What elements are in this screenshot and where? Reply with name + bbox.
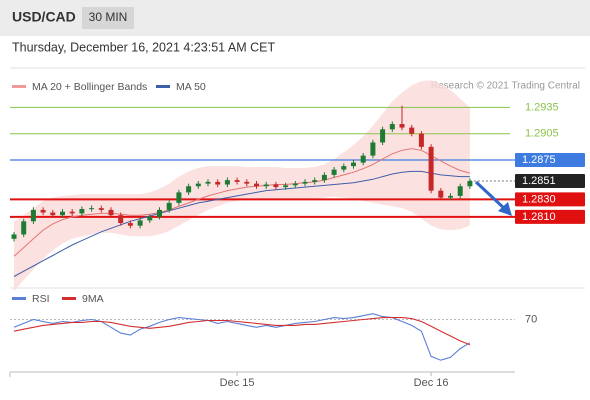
- level-label: 1.2810: [522, 211, 556, 223]
- candle-body: [389, 124, 395, 130]
- timestamp: Thursday, December 16, 2021 4:23:51 AM C…: [12, 40, 275, 54]
- candle-body: [263, 184, 269, 187]
- level-tag: [515, 192, 585, 207]
- candle-body: [137, 220, 143, 226]
- candle-body: [321, 174, 327, 181]
- rsi-line: [13, 313, 471, 361]
- candle-body: [341, 166, 347, 170]
- candle-body: [186, 186, 192, 193]
- candle-body: [40, 209, 46, 213]
- candle-body: [302, 181, 308, 184]
- candle-body: [69, 211, 75, 214]
- candle-body: [98, 208, 104, 210]
- candle-body: [176, 192, 182, 203]
- candle-body: [60, 211, 65, 216]
- candle-body: [118, 215, 124, 224]
- candle-body: [147, 216, 153, 221]
- candle-body: [312, 180, 318, 182]
- forecast-arrow: [474, 180, 508, 212]
- candle-body: [292, 183, 298, 186]
- rsi-tick-label: 70: [525, 313, 537, 325]
- candle-body: [457, 186, 463, 196]
- x-tick-label: Dec 16: [414, 377, 449, 389]
- candle-body: [283, 185, 289, 188]
- legend-label: MA 20 + Bollinger Bands: [32, 81, 147, 93]
- candle-body: [215, 181, 221, 185]
- bollinger-band: [14, 80, 470, 292]
- interval[interactable]: 30 MIN: [89, 10, 128, 24]
- candle-body: [244, 181, 250, 184]
- candle-body: [428, 146, 434, 191]
- credit: Research © 2021 Trading Central: [431, 81, 580, 92]
- candle-body: [89, 208, 95, 210]
- interval-tab[interactable]: [82, 7, 134, 29]
- legend-label: 9MA: [82, 293, 104, 305]
- level-tag: [515, 174, 585, 189]
- candle-body: [195, 183, 201, 187]
- level-label: 1.2851: [522, 175, 556, 187]
- candle-body: [331, 169, 337, 175]
- legend-swatch: [12, 85, 26, 88]
- level-label: 1.2830: [522, 193, 556, 205]
- ma50-line: [13, 170, 470, 277]
- candle-body: [205, 181, 211, 184]
- candle-body: [370, 142, 376, 156]
- candle-body: [409, 127, 415, 134]
- symbol: USD/CAD: [12, 9, 76, 25]
- candle-body: [224, 180, 230, 185]
- candle-body: [360, 155, 366, 163]
- candle-body: [438, 190, 444, 198]
- candle-body: [50, 212, 56, 216]
- candle-body: [234, 180, 240, 182]
- legend-swatch: [156, 85, 170, 88]
- x-tick-label: Dec 15: [220, 377, 255, 389]
- legend-label: MA 50: [176, 81, 206, 93]
- legend-swatch: [12, 297, 26, 300]
- level-label: 1.2875: [522, 154, 556, 166]
- candle-body: [351, 162, 356, 167]
- ma20-line: [13, 148, 471, 257]
- candle-body: [380, 129, 386, 143]
- legend-swatch: [62, 297, 76, 300]
- level-tag: [515, 152, 585, 167]
- candle-body: [448, 195, 453, 198]
- candle-body: [30, 209, 36, 222]
- forecast-arrowhead: [498, 202, 512, 216]
- level-label: 1.2905: [525, 128, 559, 140]
- candle-body: [21, 221, 27, 235]
- candle-body: [166, 202, 172, 210]
- candle-body: [418, 133, 424, 147]
- candle-body: [273, 184, 279, 188]
- level-label: 1.2935: [525, 101, 559, 113]
- candle-body: [108, 209, 114, 216]
- candle-body: [79, 209, 85, 214]
- level-tag: [515, 209, 585, 224]
- legend-label: RSI: [32, 293, 50, 305]
- candle-body: [11, 234, 17, 239]
- candle-body: [399, 124, 405, 128]
- rsi-ma-line: [13, 317, 471, 346]
- candle-body: [157, 209, 162, 217]
- candle-body: [254, 183, 259, 187]
- candle-body: [467, 181, 473, 187]
- candle-body: [127, 223, 133, 226]
